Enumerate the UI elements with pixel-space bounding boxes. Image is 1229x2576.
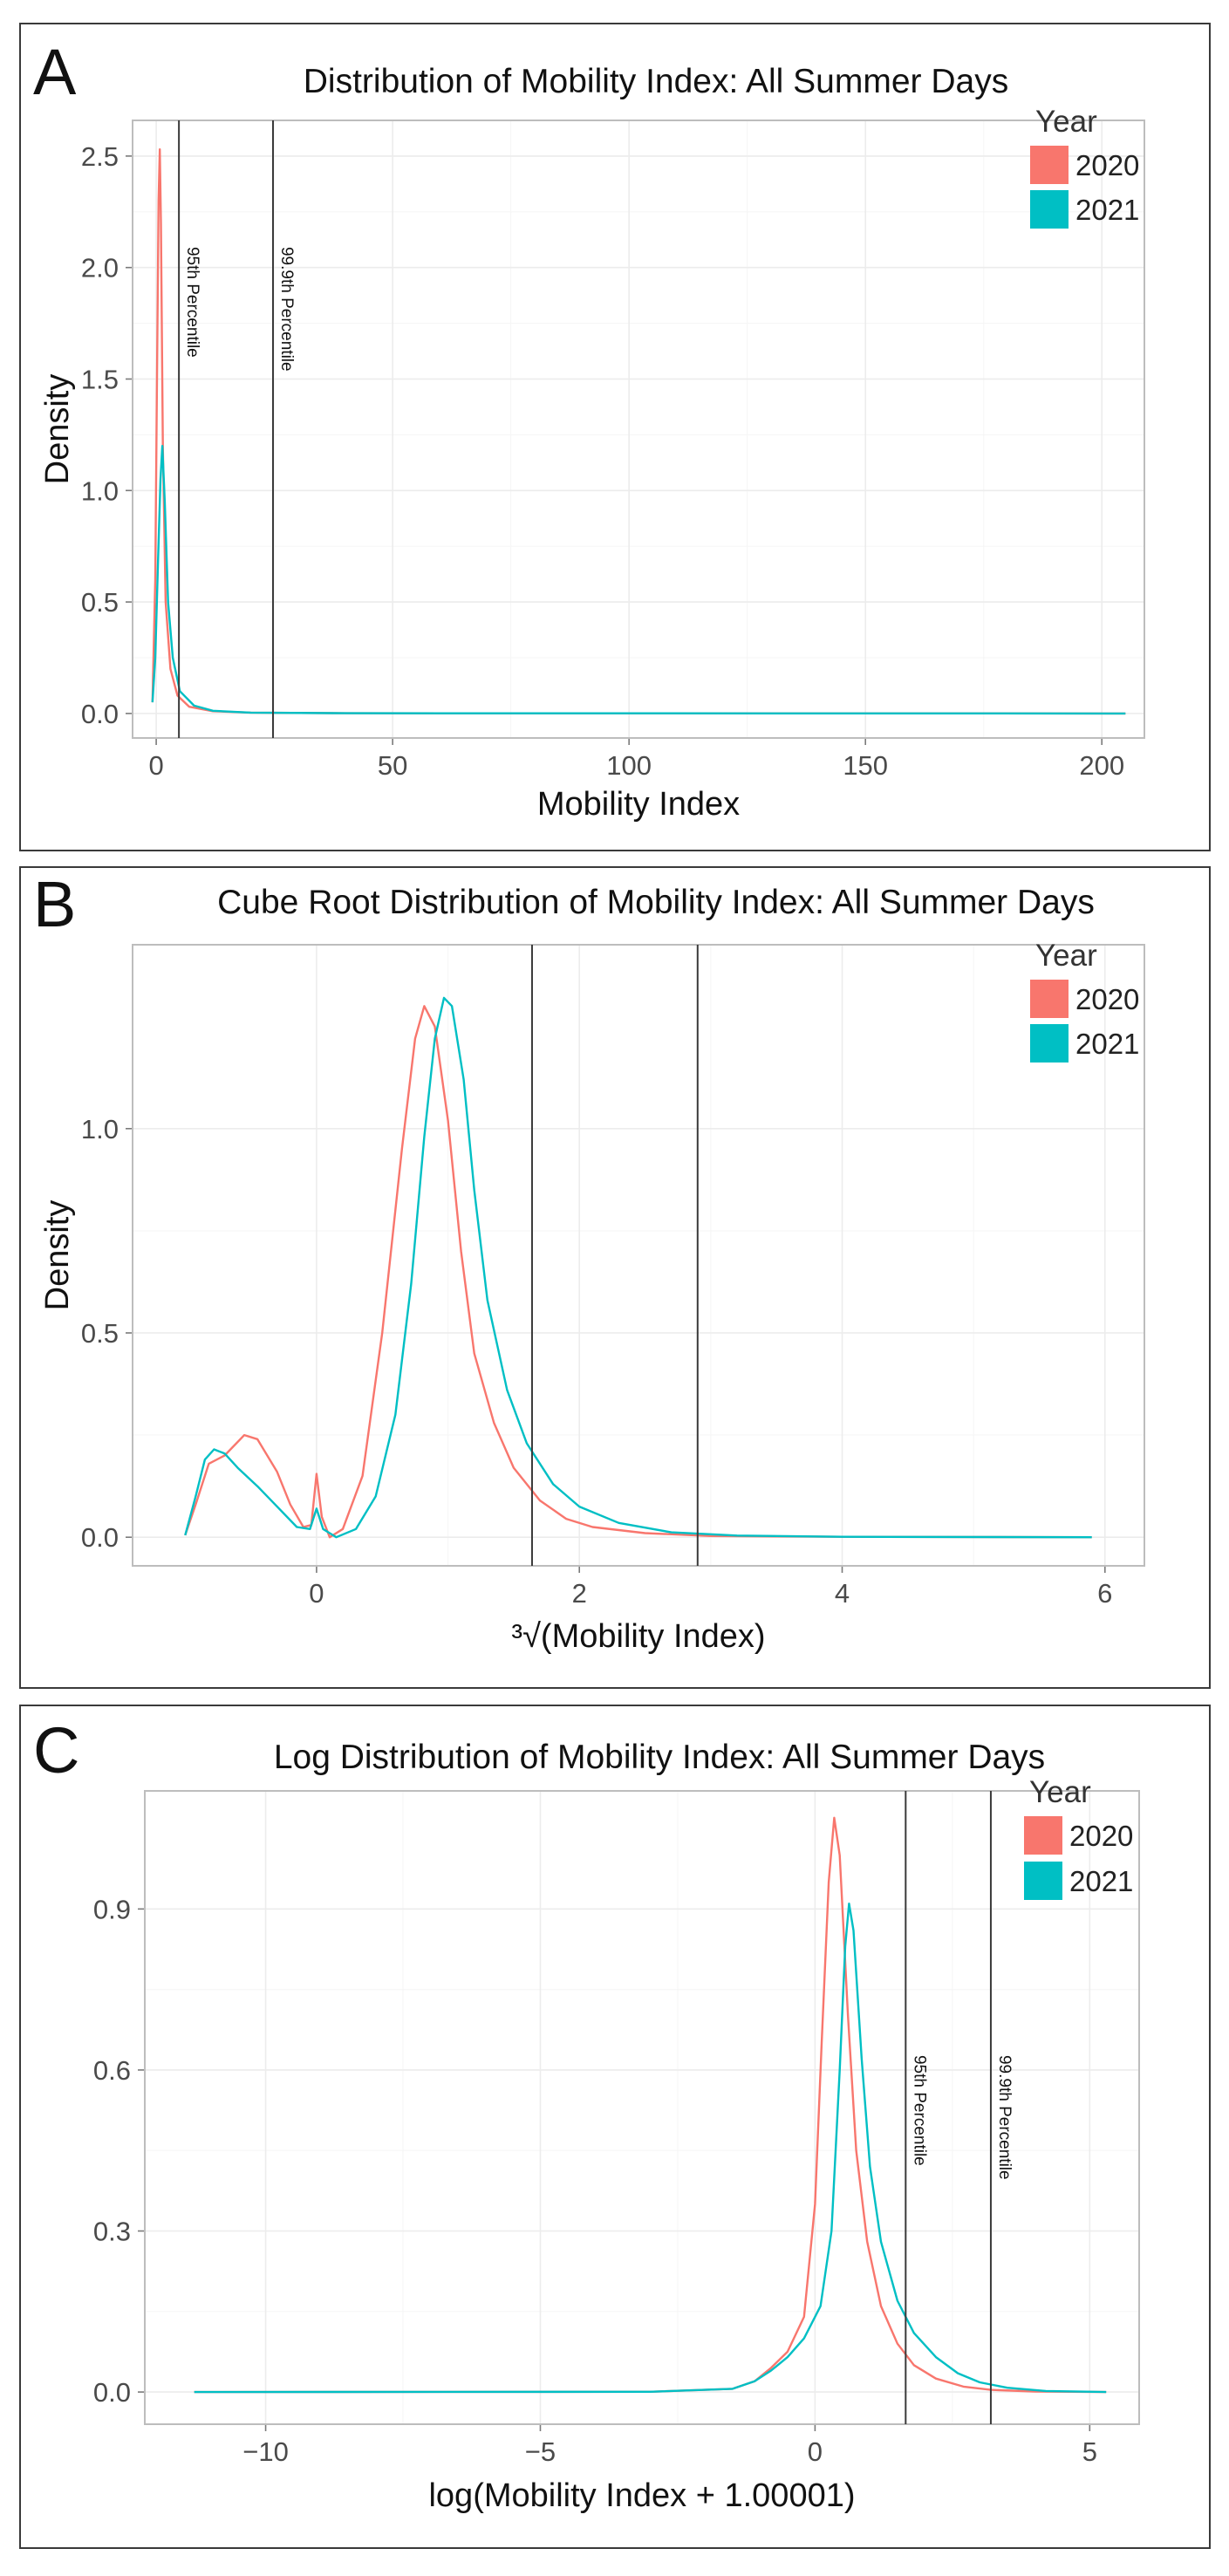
y-tick-label: 0.0: [81, 699, 119, 729]
y-tick-label: 2.5: [81, 141, 119, 172]
x-axis-title: ³√(Mobility Index): [511, 1618, 765, 1655]
x-tick-label: 0: [808, 2436, 823, 2467]
legend-label: 2021: [1069, 1865, 1133, 1897]
y-axis-title: Density: [39, 374, 76, 485]
legend-swatch-2021: [1024, 1862, 1062, 1900]
chart-a: 0 50 100 150 200 0.0 0.5 1.0 1.5 2.0 2.5 95th Perce…: [39, 63, 1145, 823]
legend-label: 2020: [1075, 149, 1139, 181]
legend: Year 2020 2021: [1030, 105, 1139, 229]
x-axis-title: log(Mobility Index + 1.00001): [428, 2477, 855, 2514]
percentile-label: 99.9th Percentile: [277, 247, 296, 372]
percentile-label: 95th Percentile: [183, 247, 201, 358]
chart-c: −10 −5 0 5 0.0 0.3 0.6 0.9 95th Percentile 99.9th…: [93, 1739, 1140, 2514]
x-tick-label: 150: [843, 750, 888, 781]
series-line-2021: [151, 445, 1126, 715]
legend: Year 2020 2021: [1024, 1775, 1133, 1900]
x-tick-label: 2: [572, 1578, 587, 1609]
y-tick-label: 0.0: [81, 1522, 119, 1553]
y-tick-label: 0.9: [93, 1894, 131, 1924]
y-tick-label: 1.0: [81, 475, 119, 506]
x-tick-label: 0: [148, 750, 163, 781]
plot-area: [132, 944, 1145, 1567]
legend-label: 2021: [1075, 194, 1139, 226]
y-tick-label: 0.5: [81, 1318, 119, 1349]
plot-area: [132, 120, 1145, 739]
legend: Year 2020 2021: [1030, 939, 1139, 1063]
chart-title: Cube Root Distribution of Mobility Index…: [217, 884, 1095, 921]
panel-letter: B: [33, 868, 77, 940]
x-axis-title: Mobility Index: [537, 786, 740, 823]
y-tick-label: 0.0: [93, 2377, 131, 2408]
y-tick-label: 2.0: [81, 253, 119, 284]
percentile-label: 95th Percentile: [910, 2055, 928, 2166]
x-tick-label: 5: [1082, 2436, 1097, 2467]
panel-b: B 0 2 4 6 0.0 0.5 1.0 Cube Root Distribution of…: [19, 866, 1211, 1689]
legend-swatch-2020: [1024, 1816, 1062, 1855]
legend-swatch-2020: [1030, 980, 1069, 1018]
x-tick-label: −10: [242, 2436, 289, 2467]
series-line-2020: [184, 1005, 1092, 1539]
series-line-2021: [194, 1903, 1107, 2394]
percentile-label: 99.9th Percentile: [995, 2055, 1014, 2180]
chart-title: Log Distribution of Mobility Index: All …: [274, 1739, 1045, 1776]
chart-b: 0 2 4 6 0.0 0.5 1.0 Cube Root Distribution of M…: [39, 884, 1145, 1655]
legend-label: 2020: [1075, 983, 1139, 1015]
legend-swatch-2021: [1030, 1024, 1069, 1063]
series-line-2020: [151, 148, 1126, 715]
y-tick-label: 1.5: [81, 364, 119, 394]
x-tick-label: 100: [606, 750, 652, 781]
legend-label: 2020: [1069, 1820, 1133, 1852]
y-tick-label: 0.6: [93, 2055, 131, 2086]
legend-title: Year: [1029, 1775, 1091, 1809]
legend-title: Year: [1035, 105, 1097, 139]
y-axis-title: Density: [39, 1200, 76, 1311]
x-tick-label: 200: [1079, 750, 1124, 781]
legend-title: Year: [1035, 939, 1097, 973]
x-tick-label: 0: [309, 1578, 324, 1609]
legend-label: 2021: [1075, 1028, 1139, 1060]
y-tick-label: 1.0: [81, 1114, 119, 1145]
x-tick-label: 6: [1097, 1578, 1112, 1609]
x-tick-label: −5: [525, 2436, 556, 2467]
y-tick-label: 0.5: [81, 587, 119, 618]
series-line-2020: [194, 1816, 1107, 2394]
panel-a: A 0 50 100 150 200 0.0 0.5 1.0 1.5 2.0 2.5 95th Per…: [19, 23, 1211, 851]
series-line-2021: [184, 996, 1092, 1539]
panel-letter: C: [33, 1714, 80, 1787]
plot-area: [144, 1790, 1140, 2425]
legend-swatch-2020: [1030, 146, 1069, 184]
chart-title: Distribution of Mobility Index: All Summ…: [304, 63, 1008, 100]
y-tick-label: 0.3: [93, 2217, 131, 2247]
panel-c: C −10 −5 0 5 0.0 0.3 0.6 0.9 95th Percentile 99.9…: [19, 1705, 1211, 2549]
x-tick-label: 4: [835, 1578, 850, 1609]
x-tick-label: 50: [378, 750, 407, 781]
legend-swatch-2021: [1030, 190, 1069, 229]
panel-letter: A: [33, 36, 77, 108]
